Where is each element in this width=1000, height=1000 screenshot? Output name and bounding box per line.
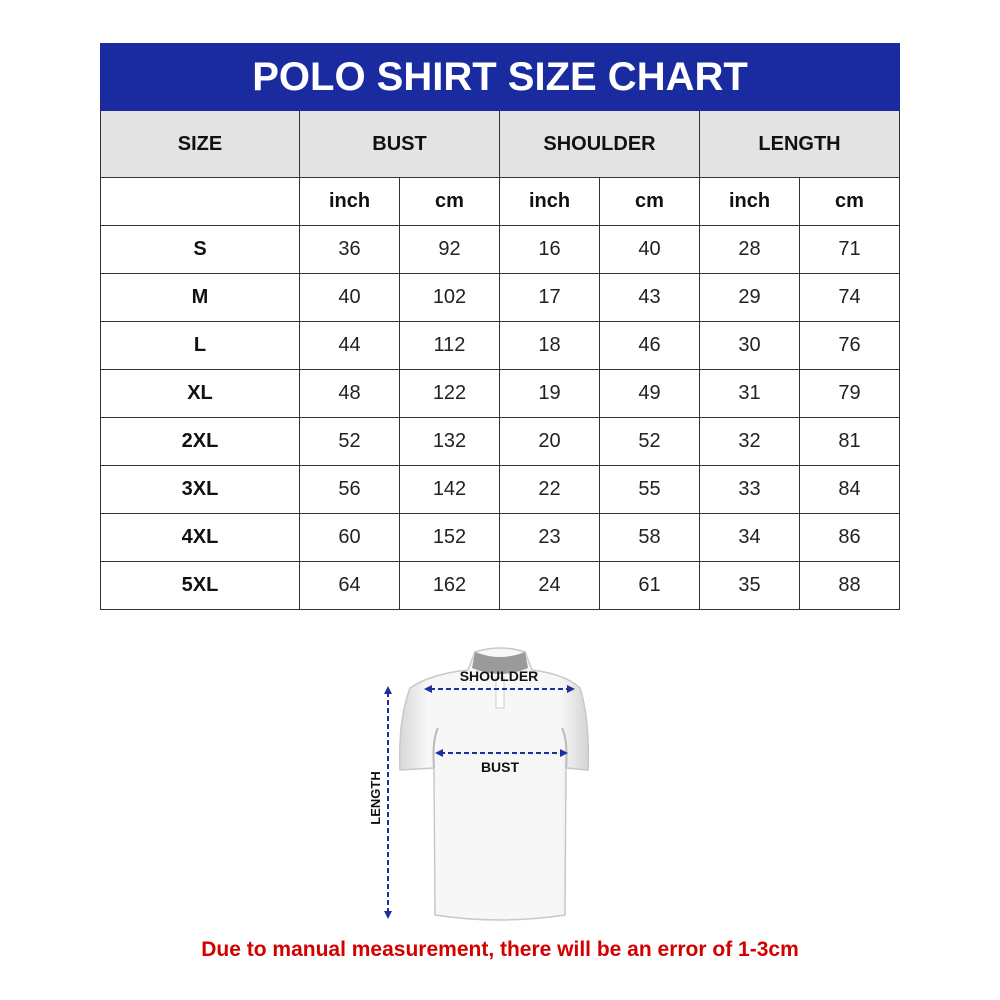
value-cell: 52 [299,417,400,466]
bust-label: BUST [481,759,520,775]
unit-cell: cm [798,177,901,226]
length-label: LENGTH [368,771,383,824]
value-cell: 43 [599,273,700,322]
table-row: XL 48 122 19 49 31 79 [100,369,901,418]
value-cell: 32 [699,417,800,466]
measurement-note: Due to manual measurement, there will be… [201,938,799,961]
unit-row: inch cm inch cm inch cm [100,177,901,226]
table-row: M 40 102 17 43 29 74 [100,273,901,322]
value-cell: 44 [299,321,400,370]
value-cell: 20 [499,417,600,466]
header-bust: BUST [299,110,500,178]
value-cell: 22 [499,465,600,514]
size-cell: 3XL [100,465,300,514]
value-cell: 49 [599,369,700,418]
value-cell: 60 [299,513,400,562]
size-cell: 2XL [100,417,300,466]
unit-cell: cm [599,177,700,226]
value-cell: 74 [798,273,901,322]
value-cell: 29 [699,273,800,322]
size-cell: XL [100,369,300,418]
table-row: S 36 92 16 40 28 71 [100,225,901,274]
chart-title: POLO SHIRT SIZE CHART [99,43,901,111]
unit-cell: inch [499,177,600,226]
unit-cell: inch [299,177,400,226]
unit-cell: inch [699,177,800,226]
size-chart-table: POLO SHIRT SIZE CHART SIZE BUST SHOULDER… [99,43,901,610]
value-cell: 40 [299,273,400,322]
polo-shirt-image [398,647,590,921]
value-cell: 122 [399,369,500,418]
value-cell: 52 [599,417,700,466]
value-cell: 31 [699,369,800,418]
unit-cell: cm [399,177,500,226]
value-cell: 30 [699,321,800,370]
header-size: SIZE [100,110,300,178]
value-cell: 64 [299,561,400,610]
value-cell: 162 [399,561,500,610]
table-row: 2XL 52 132 20 52 32 81 [100,417,901,466]
value-cell: 112 [399,321,500,370]
value-cell: 56 [299,465,400,514]
value-cell: 92 [399,225,500,274]
value-cell: 16 [499,225,600,274]
value-cell: 17 [499,273,600,322]
value-cell: 61 [599,561,700,610]
value-cell: 84 [798,465,901,514]
table-row: 5XL 64 162 24 61 35 88 [100,561,901,610]
value-cell: 55 [599,465,700,514]
value-cell: 18 [499,321,600,370]
value-cell: 79 [798,369,901,418]
value-cell: 132 [399,417,500,466]
value-cell: 58 [599,513,700,562]
size-cell: L [100,321,300,370]
value-cell: 23 [499,513,600,562]
value-cell: 40 [599,225,700,274]
value-cell: 19 [499,369,600,418]
value-cell: 48 [299,369,400,418]
table-row: L 44 112 18 46 30 76 [100,321,901,370]
size-cell: S [100,225,300,274]
size-cell: M [100,273,300,322]
value-cell: 36 [299,225,400,274]
value-cell: 76 [798,321,901,370]
table-row: 4XL 60 152 23 58 34 86 [100,513,901,562]
unit-blank [100,177,300,226]
shoulder-label: SHOULDER [460,668,539,684]
value-cell: 35 [699,561,800,610]
size-cell: 5XL [100,561,300,610]
value-cell: 102 [399,273,500,322]
value-cell: 152 [399,513,500,562]
value-cell: 28 [699,225,800,274]
header-length: LENGTH [698,110,901,178]
table-row: 3XL 56 142 22 55 33 84 [100,465,901,514]
value-cell: 81 [798,417,901,466]
value-cell: 88 [798,561,901,610]
header-shoulder: SHOULDER [499,110,700,178]
value-cell: 24 [499,561,600,610]
value-cell: 71 [798,225,901,274]
value-cell: 86 [798,513,901,562]
value-cell: 46 [599,321,700,370]
value-cell: 33 [699,465,800,514]
shirt-diagram: SHOULDER BUST LENGTH [368,647,590,921]
value-cell: 142 [399,465,500,514]
value-cell: 34 [699,513,800,562]
size-cell: 4XL [100,513,300,562]
